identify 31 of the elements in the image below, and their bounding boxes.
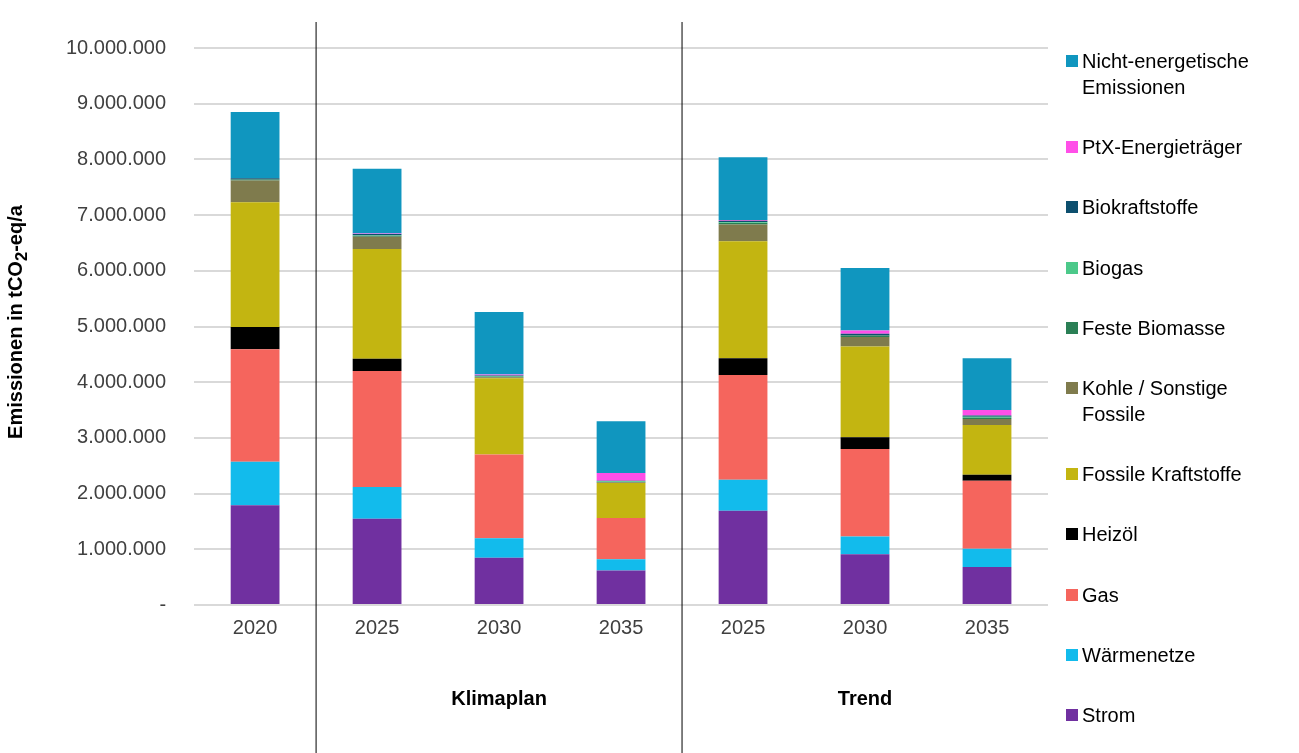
legend-label: PtX-Energieträger [1082,135,1243,161]
y-tick-label: 4.000.000 [77,369,167,392]
y-tick-label: 2.000.000 [77,481,167,504]
y-tick-label: 10.000.000 [65,35,167,58]
legend-label: Biokraftstoffe [1082,195,1199,221]
text: Klimaplan [451,686,547,709]
y-tick-label: - [159,592,167,615]
legend-label: Gas [1082,582,1119,608]
x-tick-label: 2035 [598,615,644,638]
y-tick-label: 6.000.000 [77,258,167,281]
legend-label: Kohle / Sonstige Fossile [1082,375,1229,427]
x-tick-label: 2025 [720,615,766,638]
legend-label: Feste Biomasse [1082,315,1226,341]
y-tick-label: 5.000.000 [77,314,167,337]
text: Trend [837,686,893,709]
legend-label: Heizöl [1082,522,1138,548]
legend-label: Biogas [1082,255,1144,281]
y-tick-label: 1.000.000 [77,536,167,559]
legend-label: Strom [1082,702,1136,728]
x-tick-label: 2030 [476,615,522,638]
y-tick-label: 7.000.000 [77,202,167,225]
legend-label: Wärmenetze [1082,642,1196,668]
legend-label: Nicht-energetische Emissionen [1082,49,1250,100]
x-tick-label: 2020 [232,615,278,638]
legend-label: Fossile Kraftstoffe [1082,462,1242,488]
y-tick-label: 3.000.000 [77,425,167,448]
x-tick-label: 2030 [842,615,888,638]
y-tick-label: 8.000.000 [77,146,167,169]
y-tick-label: 9.000.000 [77,91,167,114]
x-tick-label: 2035 [964,615,1010,638]
x-tick-label: 2025 [354,615,400,638]
